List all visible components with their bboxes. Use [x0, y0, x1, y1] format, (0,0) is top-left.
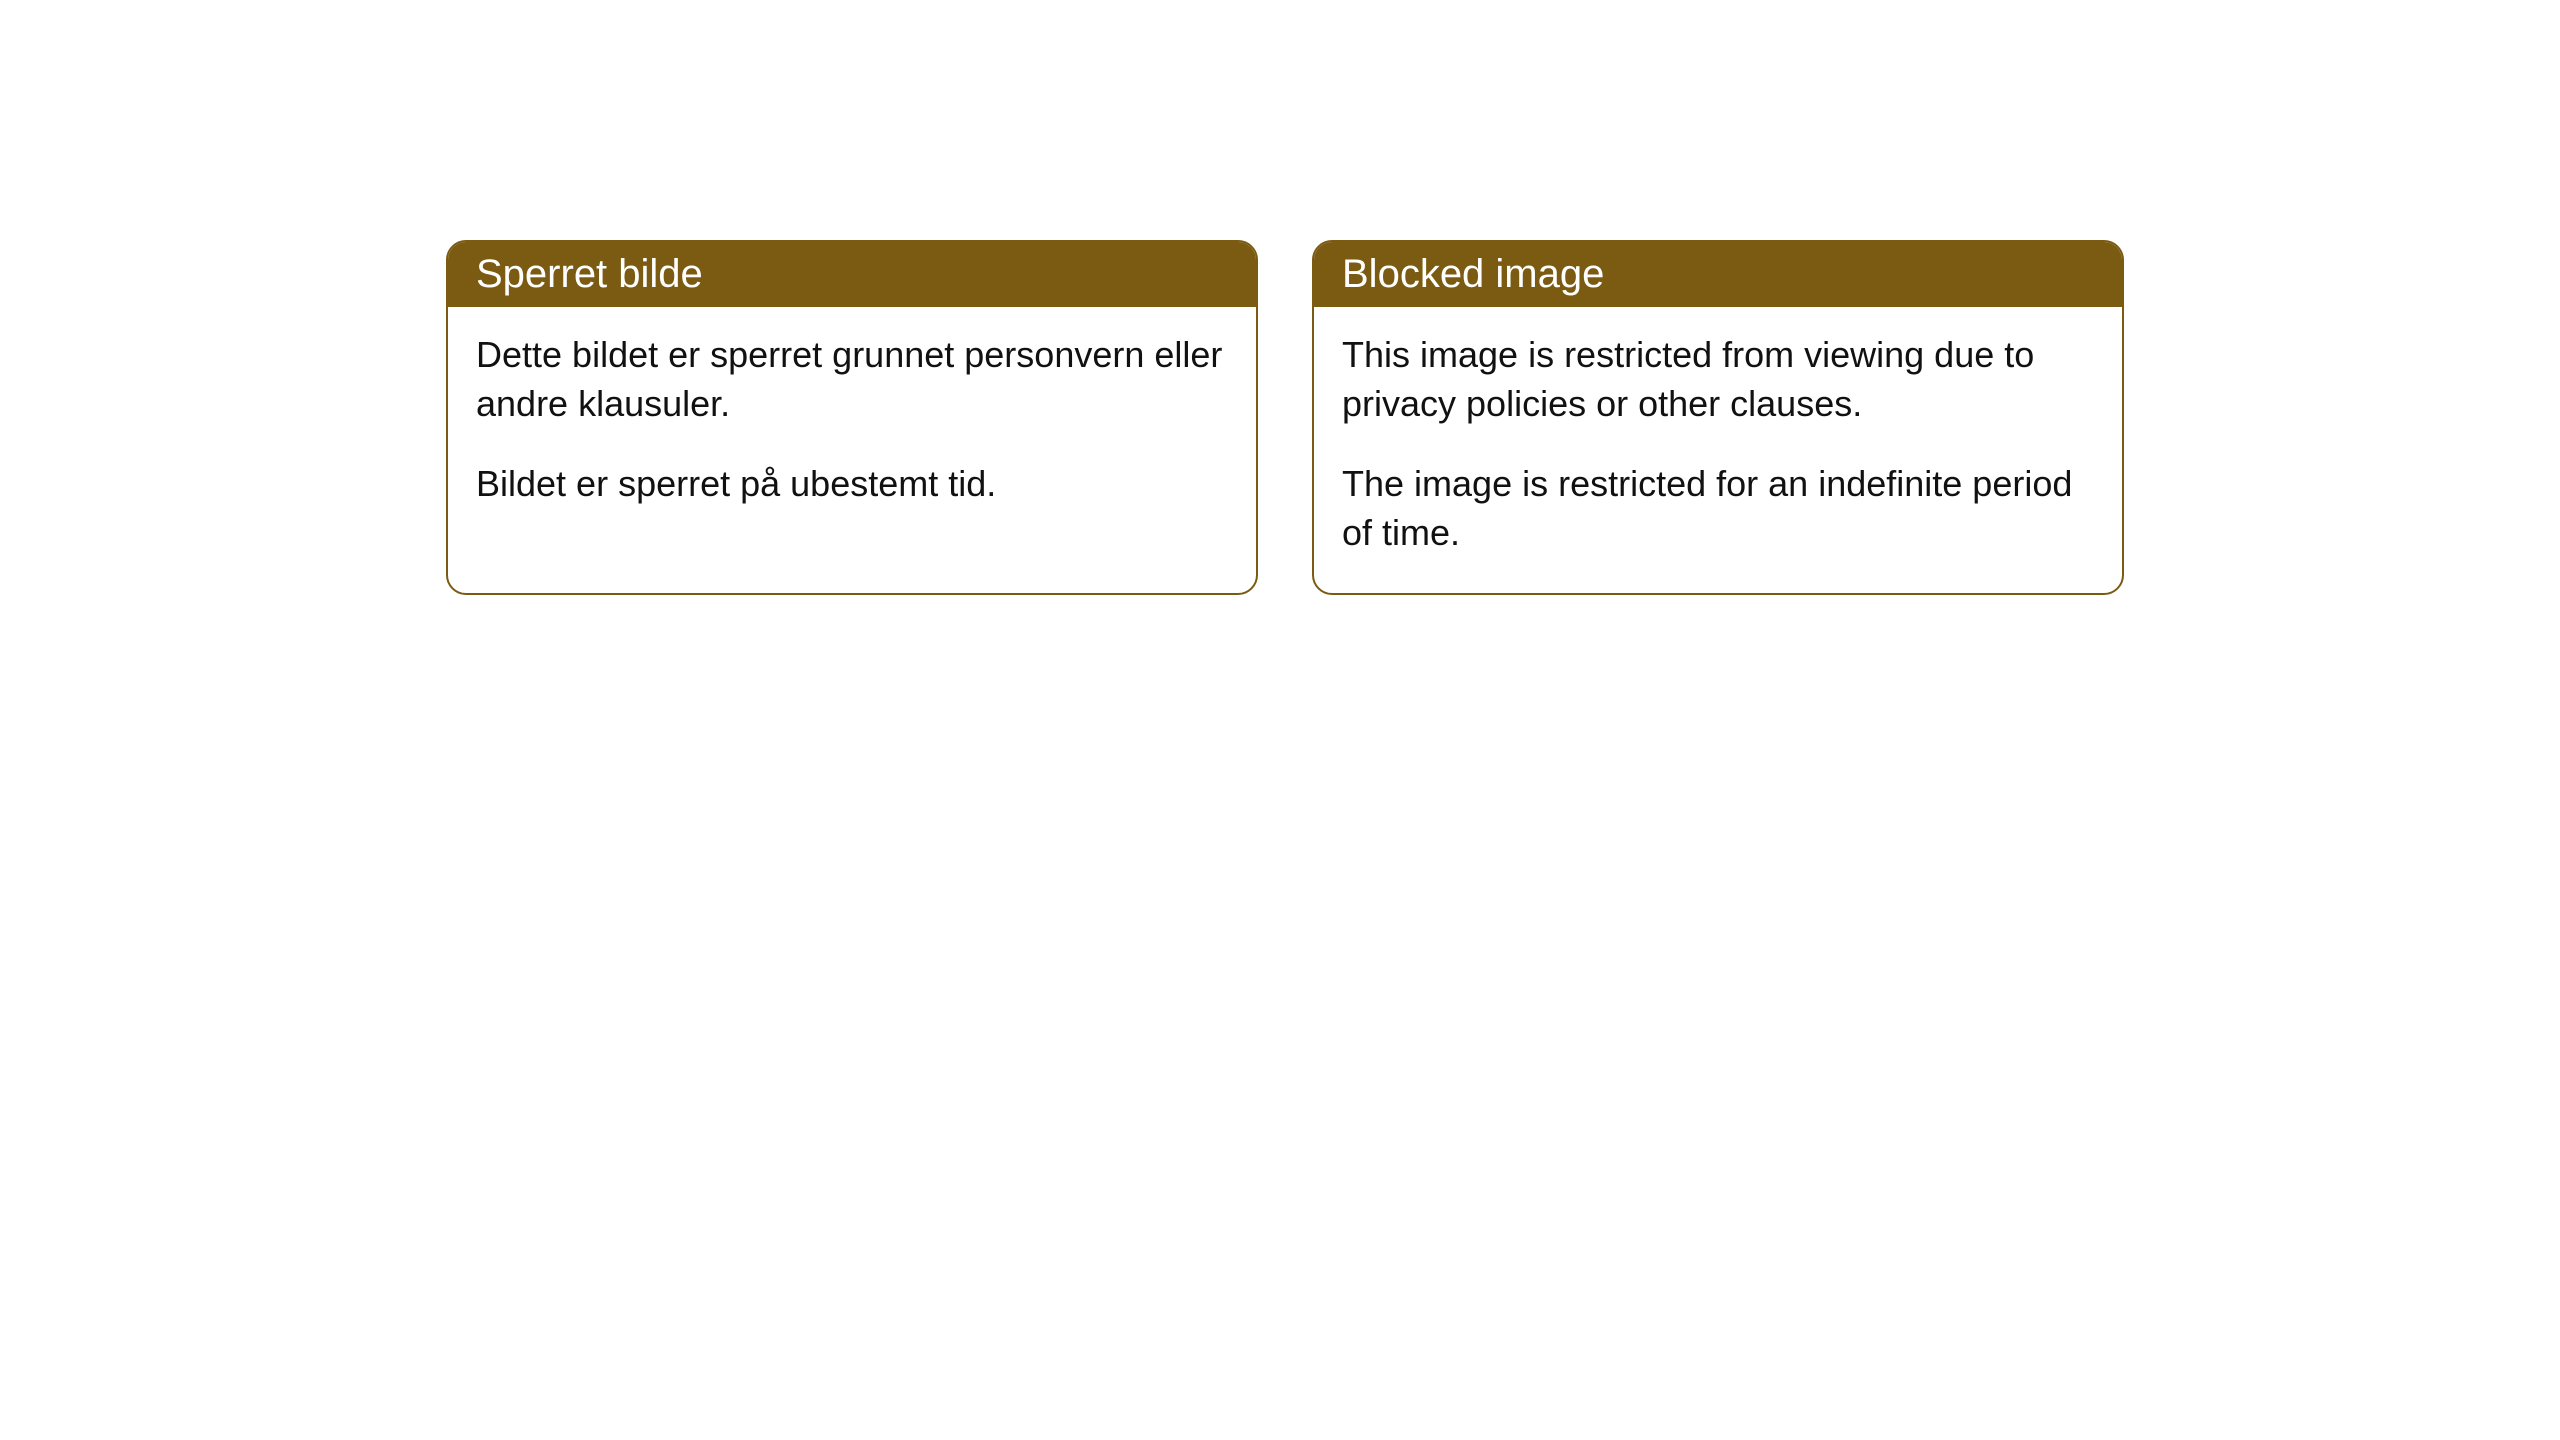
card-body: This image is restricted from viewing du…	[1314, 307, 2122, 593]
card-paragraph: Bildet er sperret på ubestemt tid.	[476, 460, 1228, 509]
blocked-image-card-norwegian: Sperret bilde Dette bildet er sperret gr…	[446, 240, 1258, 595]
card-paragraph: Dette bildet er sperret grunnet personve…	[476, 331, 1228, 428]
card-container: Sperret bilde Dette bildet er sperret gr…	[446, 240, 2124, 595]
card-paragraph: This image is restricted from viewing du…	[1342, 331, 2094, 428]
blocked-image-card-english: Blocked image This image is restricted f…	[1312, 240, 2124, 595]
card-header: Blocked image	[1314, 242, 2122, 307]
card-title: Sperret bilde	[476, 252, 703, 296]
card-header: Sperret bilde	[448, 242, 1256, 307]
card-body: Dette bildet er sperret grunnet personve…	[448, 307, 1256, 545]
card-title: Blocked image	[1342, 252, 1604, 296]
card-paragraph: The image is restricted for an indefinit…	[1342, 460, 2094, 557]
